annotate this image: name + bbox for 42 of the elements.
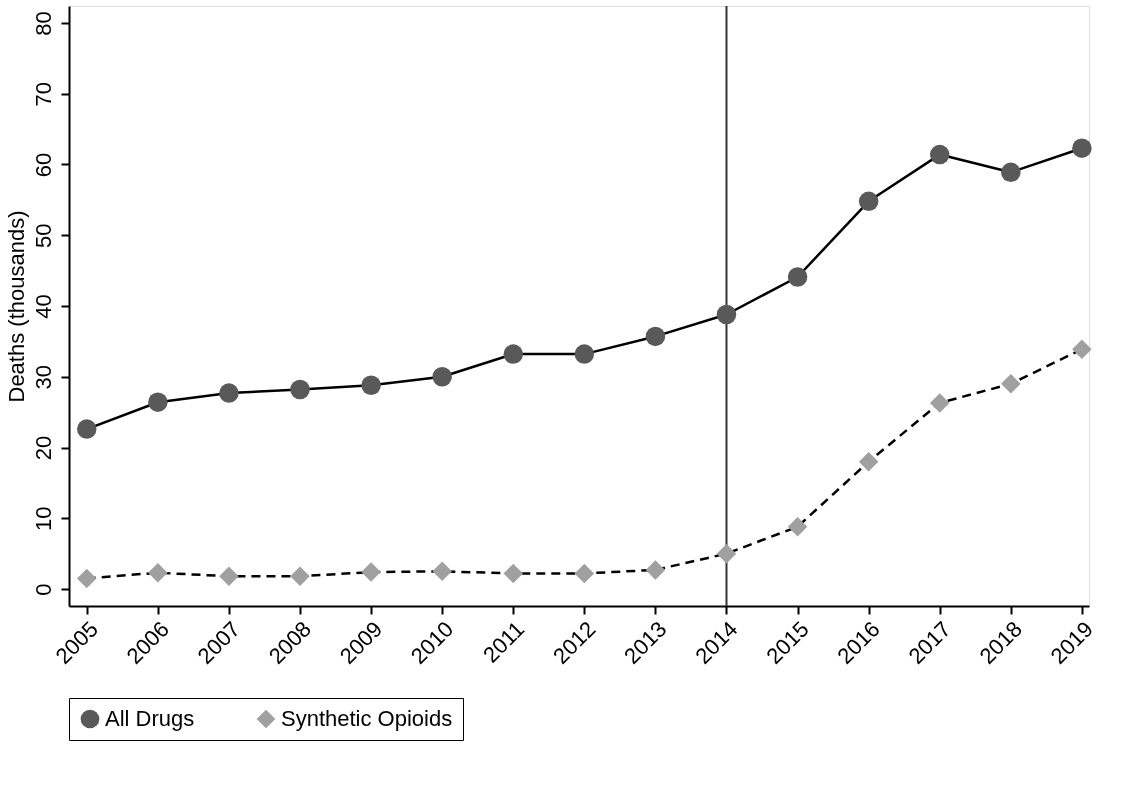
point (219, 566, 239, 587)
point (574, 344, 595, 364)
point (77, 568, 97, 589)
point (1072, 339, 1092, 359)
y-tick-label: 10 (30, 506, 56, 532)
point (1072, 138, 1092, 158)
point (148, 392, 168, 412)
y-tick-label: 30 (30, 365, 56, 390)
point (787, 517, 808, 537)
point (148, 563, 168, 583)
y-tick-label: 60 (30, 152, 56, 178)
point (290, 566, 310, 587)
point (77, 419, 97, 439)
y-axis-title: Deaths (thousands) (3, 210, 29, 403)
point (716, 543, 737, 564)
point (503, 344, 523, 364)
legend-label: All Drugs (105, 706, 195, 731)
point (290, 379, 310, 400)
point (929, 393, 950, 413)
point (929, 144, 950, 165)
y-tick-label: 70 (30, 81, 56, 107)
point (361, 375, 381, 395)
point (361, 562, 381, 582)
point (432, 561, 452, 582)
y-tick-label: 80 (30, 11, 56, 36)
point (1001, 162, 1021, 182)
point (645, 560, 666, 580)
point (432, 367, 452, 387)
y-tick-label: 20 (30, 435, 56, 461)
y-tick-label: 50 (30, 223, 56, 248)
legend-label: Synthetic Opioids (281, 706, 453, 731)
point (787, 267, 808, 287)
point (574, 563, 595, 584)
point (858, 451, 879, 472)
point (503, 563, 523, 584)
y-tick-label: 0 (30, 583, 56, 596)
point (1001, 374, 1021, 394)
point (219, 383, 239, 403)
point (645, 326, 666, 347)
point (716, 304, 737, 325)
point (858, 191, 879, 212)
y-tick-label: 40 (30, 294, 56, 319)
